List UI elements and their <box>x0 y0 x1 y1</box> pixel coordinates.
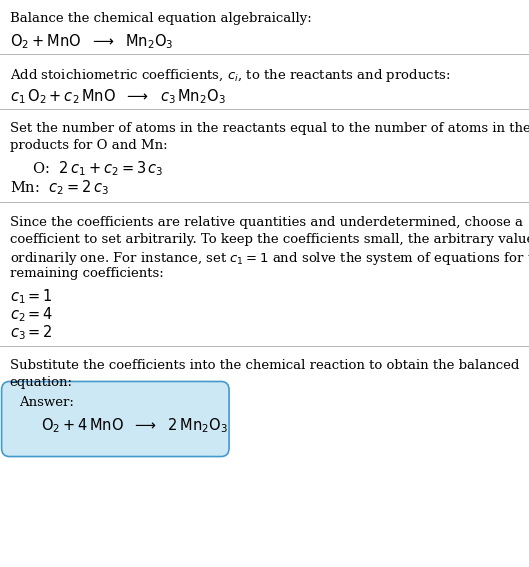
Text: $\mathrm{O_2} + 4\,\mathrm{MnO}$  $\longrightarrow$  $2\,\mathrm{Mn_2O_3}$: $\mathrm{O_2} + 4\,\mathrm{MnO}$ $\longr… <box>41 416 228 435</box>
Text: ordinarily one. For instance, set $c_1 = 1$ and solve the system of equations fo: ordinarily one. For instance, set $c_1 =… <box>10 249 529 266</box>
Text: $\mathrm{O_2 + MnO}$  $\longrightarrow$  $\mathrm{Mn_2O_3}$: $\mathrm{O_2 + MnO}$ $\longrightarrow$ $… <box>10 32 173 50</box>
Text: Set the number of atoms in the reactants equal to the number of atoms in the: Set the number of atoms in the reactants… <box>10 122 529 136</box>
FancyBboxPatch shape <box>2 382 229 456</box>
Text: Since the coefficients are relative quantities and underdetermined, choose a: Since the coefficients are relative quan… <box>10 215 523 229</box>
Text: O:  $2\,c_1 + c_2 = 3\,c_3$: O: $2\,c_1 + c_2 = 3\,c_3$ <box>23 159 163 178</box>
Text: $c_2 = 4$: $c_2 = 4$ <box>10 306 53 324</box>
Text: Substitute the coefficients into the chemical reaction to obtain the balanced: Substitute the coefficients into the che… <box>10 359 519 372</box>
Text: products for O and Mn:: products for O and Mn: <box>10 139 167 153</box>
Text: $c_1 = 1$: $c_1 = 1$ <box>10 287 52 306</box>
Text: Balance the chemical equation algebraically:: Balance the chemical equation algebraica… <box>10 12 311 26</box>
Text: $c_3 = 2$: $c_3 = 2$ <box>10 324 52 342</box>
Text: $c_1\,\mathrm{O_2} + c_2\,\mathrm{MnO}$  $\longrightarrow$  $c_3\,\mathrm{Mn_2O_: $c_1\,\mathrm{O_2} + c_2\,\mathrm{MnO}$ … <box>10 87 225 105</box>
Text: equation:: equation: <box>10 376 72 389</box>
Text: remaining coefficients:: remaining coefficients: <box>10 266 163 280</box>
Text: Add stoichiometric coefficients, $c_i$, to the reactants and products:: Add stoichiometric coefficients, $c_i$, … <box>10 67 450 84</box>
Text: Answer:: Answer: <box>19 396 74 409</box>
Text: Mn:  $c_2 = 2\,c_3$: Mn: $c_2 = 2\,c_3$ <box>10 179 108 197</box>
Text: coefficient to set arbitrarily. To keep the coefficients small, the arbitrary va: coefficient to set arbitrarily. To keep … <box>10 232 529 246</box>
